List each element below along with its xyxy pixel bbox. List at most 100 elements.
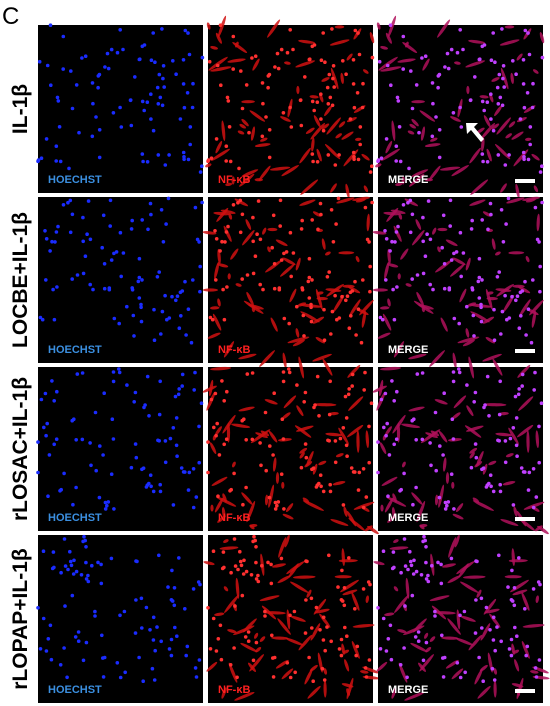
nucleus (384, 649, 389, 653)
nucleus (145, 160, 150, 164)
nucleus (55, 389, 59, 394)
nucleus (280, 417, 285, 421)
nucleus (368, 289, 372, 294)
nucleus (90, 134, 95, 139)
nucleus (351, 150, 356, 155)
cell (217, 263, 229, 268)
nucleus (243, 635, 248, 639)
nucleus (458, 105, 462, 110)
nucleus (101, 675, 106, 679)
nucleus (180, 384, 184, 388)
cell (293, 575, 316, 579)
nucleus (496, 102, 501, 106)
nucleus (395, 285, 399, 289)
cell (380, 66, 402, 72)
nucleus (36, 606, 40, 610)
nucleus (36, 440, 40, 444)
nucleus (410, 593, 415, 598)
cell (330, 183, 337, 193)
cell (522, 624, 545, 628)
nucleus (186, 157, 191, 162)
cell (455, 503, 464, 513)
nucleus (428, 237, 433, 242)
nucleus (438, 444, 442, 448)
cell (338, 121, 346, 128)
nucleus (364, 495, 369, 499)
cell (299, 147, 311, 164)
nucleus (197, 240, 201, 244)
nucleus (347, 387, 351, 391)
cell (379, 442, 387, 454)
nucleus (304, 455, 309, 460)
nucleus (321, 128, 326, 133)
cell (430, 137, 438, 142)
cell (210, 148, 230, 161)
nucleus (163, 163, 168, 167)
cell (235, 577, 240, 599)
nucleus (84, 577, 89, 581)
nucleus (48, 249, 52, 253)
cell (272, 457, 277, 472)
nucleus (174, 416, 179, 420)
nucleus (36, 158, 41, 162)
nucleus (469, 227, 474, 231)
nucleus (526, 307, 531, 311)
nucleus (161, 76, 165, 81)
nucleus (198, 170, 203, 174)
cell (325, 432, 343, 437)
nucleus (129, 227, 134, 231)
cell (313, 115, 321, 128)
cell (300, 311, 320, 323)
nucleus (402, 537, 407, 541)
cell (384, 262, 390, 279)
cell (465, 328, 470, 338)
cell (412, 230, 425, 246)
nucleus (247, 130, 251, 135)
cell (310, 122, 326, 140)
nucleus (100, 633, 104, 638)
nucleus (423, 254, 428, 258)
nucleus (488, 628, 492, 632)
nucleus (433, 614, 437, 618)
nucleus (158, 379, 162, 384)
nucleus (394, 437, 399, 441)
cell (261, 605, 277, 620)
cell (215, 32, 222, 44)
nucleus (74, 485, 78, 490)
cell (518, 396, 534, 411)
nucleus (341, 59, 345, 63)
cell (338, 559, 358, 563)
cell (221, 687, 227, 699)
nucleus (139, 319, 144, 324)
cell (385, 140, 393, 154)
cell (451, 164, 469, 177)
cell (514, 659, 520, 672)
nucleus (312, 43, 317, 47)
nucleus (118, 28, 122, 32)
cell (275, 659, 289, 669)
nucleus (223, 240, 227, 244)
nucleus (310, 99, 315, 104)
cell (360, 670, 369, 674)
nucleus (193, 205, 198, 210)
cell (302, 497, 310, 503)
nucleus (191, 505, 196, 510)
nucleus (497, 270, 501, 274)
nucleus (363, 370, 367, 375)
nucleus (174, 72, 178, 76)
nucleus (431, 287, 435, 292)
cell (387, 15, 397, 38)
cell (282, 257, 296, 266)
cell (482, 316, 495, 324)
nucleus (315, 100, 320, 104)
nucleus (161, 64, 166, 68)
channel-label: MERGE (388, 344, 428, 356)
cell (454, 534, 460, 548)
nucleus (511, 59, 515, 63)
cell (224, 594, 240, 614)
cell (281, 164, 299, 177)
cell (472, 500, 494, 511)
nucleus (158, 95, 163, 100)
nucleus (391, 550, 396, 554)
nucleus (394, 144, 399, 148)
